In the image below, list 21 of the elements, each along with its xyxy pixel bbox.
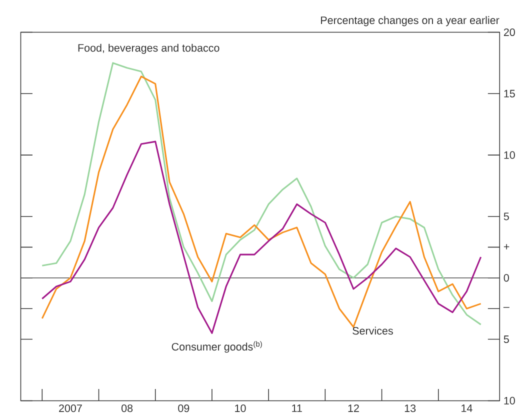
y-axis-title: Percentage changes on a year earlier bbox=[321, 16, 500, 26]
series-label: Services bbox=[352, 326, 393, 335]
y-tick-label: 15 bbox=[504, 90, 515, 98]
x-tick-label: 09 bbox=[178, 404, 190, 412]
series-label: Consumer goods$^{(b)}$ bbox=[172, 341, 262, 353]
y-tick-label: – bbox=[503, 306, 510, 308]
x-tick-label: 13 bbox=[404, 404, 416, 412]
y-tick-label: 10 bbox=[504, 396, 515, 404]
x-tick-label: 08 bbox=[122, 404, 133, 412]
y-tick-label: 10 bbox=[504, 151, 515, 159]
x-tick-label: 11 bbox=[292, 404, 302, 412]
y-tick-label: 20 bbox=[504, 28, 515, 36]
x-tick-label: 2007 bbox=[59, 404, 82, 412]
y-tick-label: + bbox=[504, 244, 510, 250]
y-tick-label: 5 bbox=[504, 335, 509, 343]
y-tick-label: 5 bbox=[504, 212, 509, 220]
x-tick-label: 10 bbox=[235, 404, 246, 412]
y-tick-label: 0 bbox=[504, 274, 509, 282]
x-tick-label: 14 bbox=[462, 404, 472, 412]
x-tick-label: 12 bbox=[348, 404, 359, 412]
text: Food, beverages and tobacco bbox=[78, 44, 220, 54]
